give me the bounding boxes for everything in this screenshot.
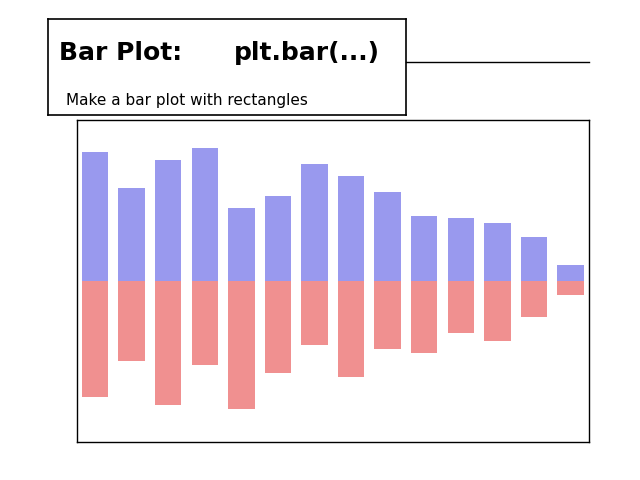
Text: Make a bar plot with rectangles: Make a bar plot with rectangles	[66, 93, 308, 108]
Bar	[118, 188, 145, 281]
Bar	[228, 208, 255, 281]
Text: Bar Plot:: Bar Plot:	[59, 41, 182, 65]
Bar	[155, 281, 181, 406]
Bar	[484, 281, 511, 341]
Text: plt.bar(...): plt.bar(...)	[234, 41, 380, 65]
Bar	[338, 176, 364, 281]
Bar	[228, 281, 255, 409]
Bar	[191, 148, 218, 281]
Bar	[301, 164, 328, 281]
Bar	[557, 265, 584, 281]
Bar	[557, 281, 584, 295]
Bar	[338, 281, 364, 377]
Bar	[411, 281, 437, 353]
Bar	[155, 160, 181, 281]
Bar	[411, 216, 437, 281]
Bar	[521, 281, 547, 317]
Bar	[521, 237, 547, 281]
Bar	[447, 281, 474, 333]
Bar	[484, 223, 511, 281]
Bar	[265, 281, 291, 373]
Bar	[301, 281, 328, 345]
Bar	[82, 281, 108, 397]
Bar	[374, 192, 401, 281]
Bar	[191, 281, 218, 365]
Bar	[118, 281, 145, 361]
Bar	[82, 152, 108, 281]
Bar	[265, 196, 291, 281]
Bar	[447, 218, 474, 281]
Bar	[374, 281, 401, 349]
